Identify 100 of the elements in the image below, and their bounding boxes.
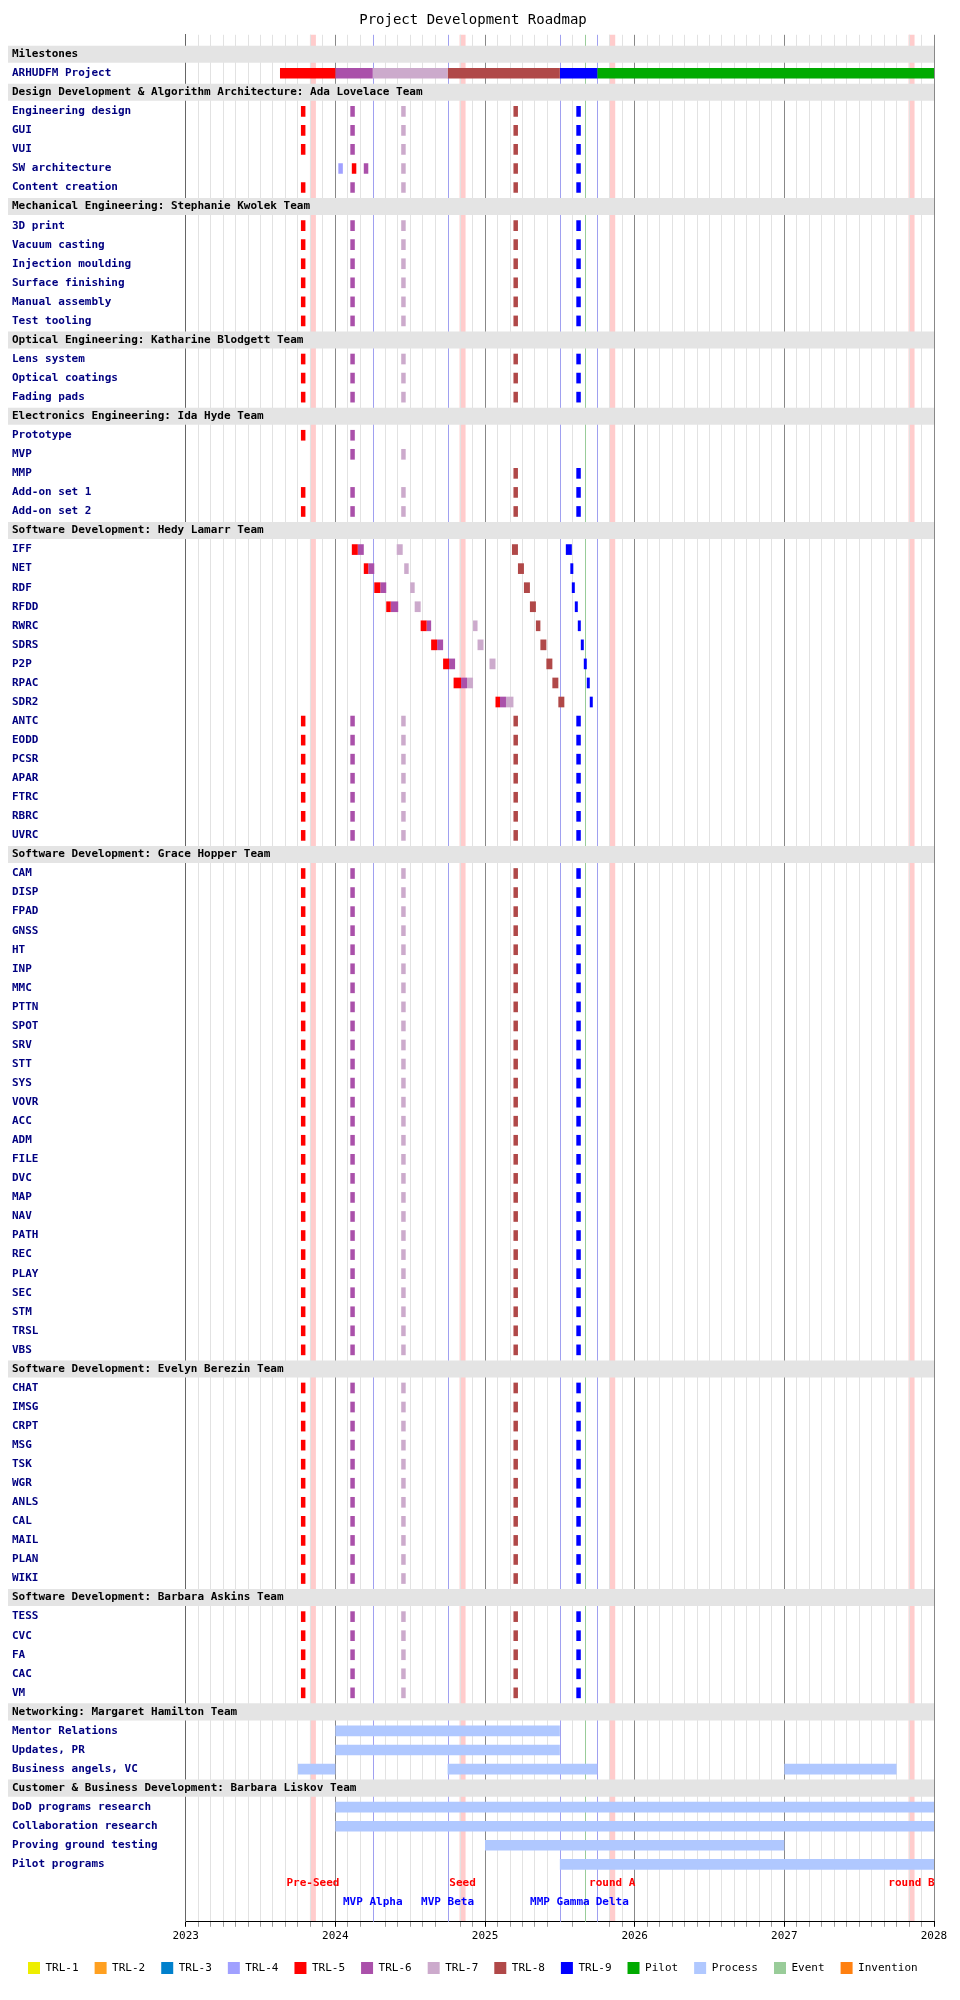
bar: [576, 1630, 581, 1642]
bar: [401, 868, 406, 879]
legend-label: Invention: [858, 1960, 918, 1974]
bar: [401, 715, 406, 727]
bar: [447, 1763, 598, 1775]
bar: [350, 1115, 355, 1127]
bar: [401, 1077, 406, 1089]
bar: [576, 506, 581, 517]
y-tick-label: TRSL: [12, 1323, 39, 1337]
bar: [576, 963, 581, 975]
bar: [461, 677, 468, 689]
bar: [350, 1477, 355, 1489]
bar: [401, 163, 406, 174]
bar: [350, 1039, 355, 1051]
bar: [576, 125, 581, 136]
y-tick-label: FPAD: [12, 904, 39, 918]
bar: [351, 163, 357, 174]
bar: [401, 1611, 406, 1622]
bar: [401, 1325, 406, 1337]
band-label: round B: [888, 1876, 936, 1890]
bar: [576, 1382, 581, 1394]
bar: [300, 258, 306, 270]
bar: [335, 1820, 934, 1832]
y-tick-label: FA: [12, 1647, 26, 1661]
bar: [300, 1649, 306, 1661]
bar: [300, 887, 306, 898]
bar: [570, 563, 574, 574]
bar: [513, 1287, 518, 1299]
bar: [467, 677, 474, 689]
y-tick-label: VM: [12, 1685, 26, 1699]
bar: [511, 544, 518, 555]
bar: [350, 487, 355, 498]
bar: [300, 1496, 306, 1508]
bar: [401, 1649, 406, 1661]
bar: [576, 1287, 581, 1299]
bar: [513, 1134, 518, 1146]
bar: [350, 1230, 355, 1241]
bar: [300, 811, 306, 822]
bar: [513, 1077, 518, 1089]
bar: [401, 1516, 406, 1527]
bar: [350, 1325, 355, 1337]
bar: [576, 1096, 581, 1108]
y-tick-label: GUI: [12, 123, 32, 137]
bar: [513, 1554, 518, 1565]
bar: [350, 182, 355, 193]
bar: [513, 1477, 518, 1489]
bar: [513, 1039, 518, 1051]
y-tick-label: ANLS: [12, 1495, 39, 1509]
bar: [576, 1401, 581, 1413]
bar: [513, 277, 518, 289]
bar: [513, 1611, 518, 1622]
band-label: Seed: [449, 1876, 476, 1890]
bar: [576, 1687, 581, 1699]
y-tick-label: SPOT: [12, 1018, 39, 1032]
bar: [576, 1344, 581, 1356]
bar: [477, 639, 484, 651]
bar: [401, 1115, 406, 1127]
y-tick-label: RPAC: [12, 675, 39, 689]
bar: [576, 791, 581, 803]
bar: [401, 1344, 406, 1356]
bar: [300, 1134, 306, 1146]
bar: [350, 1611, 355, 1622]
bar: [523, 582, 530, 594]
bar: [576, 734, 581, 746]
bar: [576, 220, 581, 231]
bar: [576, 944, 581, 956]
y-tick-label: Test tooling: [12, 313, 92, 327]
legend-label: Process: [711, 1960, 758, 1974]
bar: [559, 1859, 934, 1870]
y-tick-label: Software Development: Evelyn Berezin Team: [12, 1361, 284, 1375]
bar: [576, 887, 581, 898]
y-tick-label: DVC: [12, 1171, 32, 1185]
bar: [513, 1344, 518, 1356]
y-tick-label: 3D print: [12, 218, 65, 232]
bar: [576, 258, 581, 270]
bar: [300, 1325, 306, 1337]
y-tick-label: Pilot programs: [12, 1857, 105, 1871]
bar: [576, 1268, 581, 1279]
bar: [401, 1287, 406, 1299]
bar: [350, 1192, 355, 1203]
bar: [513, 258, 518, 270]
bar: [350, 315, 355, 327]
bar: [410, 582, 415, 594]
bar: [401, 963, 406, 975]
bar: [513, 963, 518, 975]
bar: [350, 448, 355, 460]
bar: [576, 1496, 581, 1508]
bar: [576, 372, 581, 384]
y-tick-label: MVP: [12, 447, 33, 461]
bar: [401, 753, 406, 765]
bar: [401, 1420, 406, 1432]
y-tick-label: SW architecture: [12, 161, 112, 175]
legend-label: TRL-9: [578, 1960, 612, 1974]
bar: [513, 1401, 518, 1413]
bar: [513, 906, 518, 917]
y-tick-label: CRPT: [12, 1418, 39, 1432]
bar: [300, 1287, 306, 1299]
bar: [576, 1173, 581, 1184]
bar: [577, 620, 581, 632]
bar: [300, 963, 306, 975]
